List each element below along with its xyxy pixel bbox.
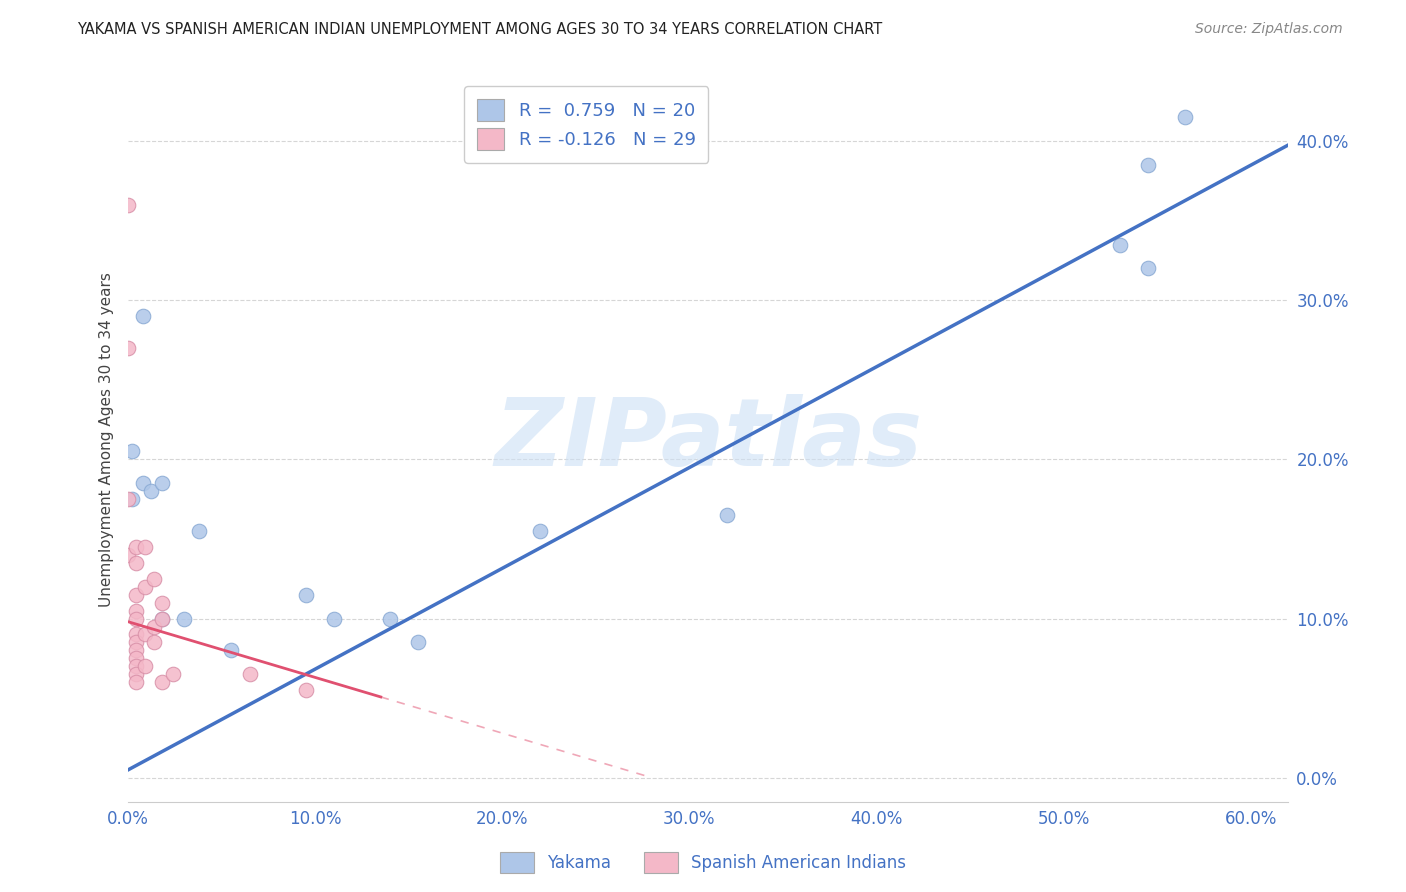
Y-axis label: Unemployment Among Ages 30 to 34 years: Unemployment Among Ages 30 to 34 years <box>100 272 114 607</box>
Point <box>150 611 173 625</box>
Point <box>143 619 166 633</box>
Point <box>125 588 148 602</box>
Point <box>143 635 166 649</box>
Text: Source: ZipAtlas.com: Source: ZipAtlas.com <box>1195 22 1343 37</box>
Point <box>134 540 156 554</box>
Point <box>239 667 262 681</box>
Point <box>117 492 139 507</box>
Legend: R =  0.759   N = 20, R = -0.126   N = 29: R = 0.759 N = 20, R = -0.126 N = 29 <box>464 87 709 163</box>
Point <box>406 635 429 649</box>
Point <box>125 675 148 690</box>
Point <box>132 476 155 491</box>
Point <box>125 643 148 657</box>
Point <box>173 611 195 625</box>
Point <box>716 508 738 522</box>
Point <box>125 611 148 625</box>
Point <box>121 444 143 458</box>
Point <box>125 556 148 570</box>
Point <box>117 548 139 562</box>
Point <box>134 659 156 673</box>
Point <box>117 198 139 212</box>
Point <box>1108 237 1130 252</box>
Point <box>125 667 148 681</box>
Point <box>1136 158 1159 172</box>
Point <box>125 540 148 554</box>
Point <box>125 635 148 649</box>
Point <box>134 580 156 594</box>
Text: ZIPatlas: ZIPatlas <box>494 393 922 485</box>
Point <box>529 524 551 538</box>
Point <box>117 341 139 355</box>
Point <box>132 309 155 323</box>
Point <box>1174 110 1197 124</box>
Point <box>1136 261 1159 276</box>
Point <box>150 611 173 625</box>
Point <box>323 611 346 625</box>
Point <box>150 476 173 491</box>
Point <box>378 611 401 625</box>
Point <box>143 572 166 586</box>
Point <box>295 683 318 698</box>
Point <box>125 627 148 641</box>
Point <box>134 627 156 641</box>
Point <box>121 492 143 507</box>
Text: YAKAMA VS SPANISH AMERICAN INDIAN UNEMPLOYMENT AMONG AGES 30 TO 34 YEARS CORRELA: YAKAMA VS SPANISH AMERICAN INDIAN UNEMPL… <box>77 22 883 37</box>
Legend: Yakama, Spanish American Indians: Yakama, Spanish American Indians <box>494 846 912 880</box>
Point <box>219 643 242 657</box>
Point <box>295 588 318 602</box>
Point <box>125 651 148 665</box>
Point <box>139 484 162 499</box>
Point <box>125 659 148 673</box>
Point <box>150 675 173 690</box>
Point <box>162 667 184 681</box>
Point <box>125 604 148 618</box>
Point <box>188 524 211 538</box>
Point <box>150 596 173 610</box>
